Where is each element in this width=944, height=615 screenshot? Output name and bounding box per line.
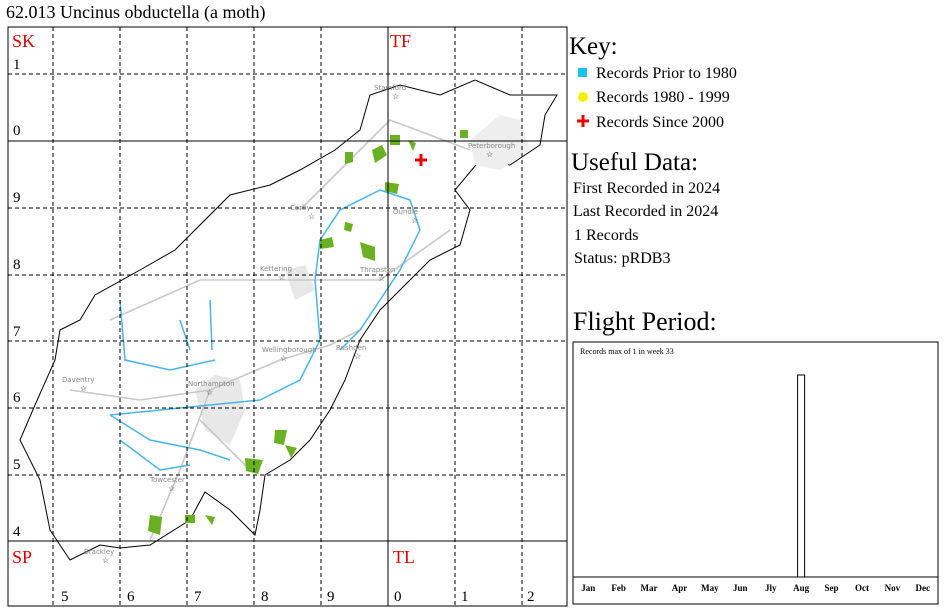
column-label: 6 [127, 589, 135, 605]
grid-lines [8, 27, 567, 606]
month-label: Aug [793, 583, 810, 593]
month-label: Mar [641, 583, 658, 593]
place-marker: ☆ [206, 388, 213, 397]
place-label: Oundle [393, 208, 418, 216]
place-marker: ☆ [392, 92, 399, 101]
row-label: 5 [13, 457, 21, 473]
place-label: Thrapston [359, 266, 395, 274]
column-label: 2 [527, 589, 535, 605]
flight-note: Records max of 1 in week 33 [580, 347, 674, 356]
month-label: Apr [672, 583, 688, 593]
key-marker [578, 92, 588, 102]
useful-data-line: 1 Records [574, 227, 638, 244]
place-label: Towcester [149, 476, 185, 484]
place-label: Northampton [188, 380, 235, 388]
column-label: 0 [394, 589, 402, 605]
column-label: 9 [327, 589, 335, 605]
useful-data-line: Status: pRDB3 [574, 250, 670, 267]
square-label: SK [12, 31, 35, 51]
month-label: May [701, 583, 719, 593]
place-label: Brackley [84, 548, 114, 556]
key-item: Records 1980 - 1999 [596, 89, 730, 106]
month-label: Jun [733, 583, 748, 593]
month-label: Sep [825, 583, 839, 593]
useful-data: Useful Data: First Recorded in 2024 Last… [571, 149, 720, 267]
column-label: 8 [261, 589, 269, 605]
key-marker [577, 115, 589, 127]
place-label: Rushden [336, 344, 366, 352]
row-label: 7 [13, 324, 21, 340]
row-label: 6 [13, 390, 21, 406]
month-label: Jly [765, 583, 777, 593]
row-label: 1 [13, 57, 21, 73]
roads [69, 119, 471, 541]
month-label: Nov [885, 583, 901, 593]
key-marker [578, 68, 587, 77]
place-marker: ☆ [168, 484, 175, 493]
place-label: Wellingborough [262, 346, 317, 354]
place-label: Peterborough [468, 142, 515, 150]
place-marker: ☆ [354, 352, 361, 361]
column-label: 7 [194, 589, 202, 605]
month-label: Feb [611, 583, 626, 593]
record-since-2000 [415, 154, 427, 166]
flight-period: Flight Period: Records max of 1 in week … [572, 307, 939, 605]
column-label: 1 [461, 589, 469, 605]
square-label: SP [12, 547, 32, 567]
place-marker: ☆ [80, 384, 87, 393]
place-marker: ☆ [278, 273, 285, 282]
month-label: Oct [855, 583, 869, 593]
flight-bar [797, 374, 806, 578]
useful-data-line: Last Recorded in 2024 [573, 203, 718, 220]
row-label: 4 [13, 524, 21, 540]
key: Key: Records Prior to 1980 Records 1980 … [569, 33, 737, 131]
month-label: Jan [581, 583, 595, 593]
urban-area [285, 265, 315, 300]
key-item: Records Since 2000 [596, 114, 724, 131]
county-outline [19, 79, 558, 561]
map [7, 26, 568, 607]
row-label: 9 [13, 190, 21, 206]
place-marker: ☆ [308, 212, 315, 221]
place-marker: ☆ [280, 354, 287, 363]
column-label: 5 [61, 589, 69, 605]
row-label: 8 [13, 257, 21, 273]
flight-chart-frame [572, 341, 939, 605]
square-label: TF [390, 31, 411, 51]
urban-area [470, 115, 530, 170]
square-label: TL [393, 547, 415, 567]
key-title: Key: [569, 33, 618, 60]
square-boundaries [8, 27, 567, 606]
place-marker: ☆ [378, 274, 385, 283]
place-marker: ☆ [411, 216, 418, 225]
place-marker: ☆ [486, 150, 493, 159]
place-label: Kettering [260, 265, 292, 273]
month-label: Dec [916, 583, 931, 593]
place-label: Daventry [62, 376, 94, 384]
flight-period-title: Flight Period: [573, 307, 717, 336]
place-marker: ☆ [102, 556, 109, 565]
place-label: Stamford [374, 84, 406, 92]
rivers [109, 189, 421, 471]
useful-data-line: First Recorded in 2024 [573, 180, 720, 197]
page-title: 62.013 Uncinus obductella (a moth) [6, 2, 265, 23]
place-label: Corby [290, 204, 311, 212]
row-label: 0 [13, 123, 21, 139]
useful-data-title: Useful Data: [571, 149, 698, 176]
key-item: Records Prior to 1980 [596, 65, 737, 82]
